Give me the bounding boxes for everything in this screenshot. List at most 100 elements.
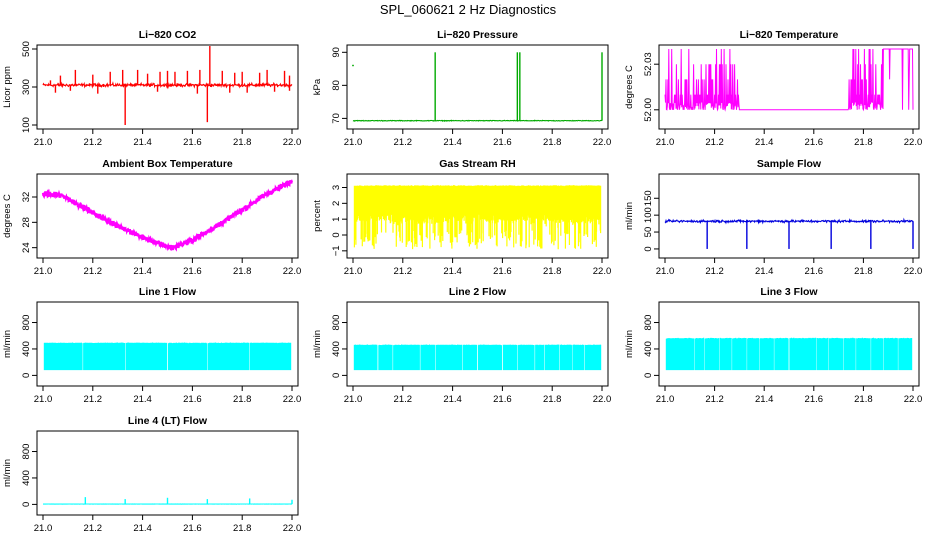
x-tick-label: 21.8 — [233, 137, 252, 148]
y-axis-label: ml/min — [624, 330, 635, 358]
chart-title: Gas Stream RH — [439, 158, 515, 170]
y-tick-label: 2 — [331, 201, 342, 206]
y-axis-label: Licor ppm — [2, 66, 13, 108]
x-tick-label: 21.2 — [84, 137, 103, 148]
y-tick-label: 0 — [21, 502, 32, 507]
x-tick-label: 21.8 — [233, 266, 252, 277]
chart-title: Ambient Box Temperature — [102, 158, 233, 170]
chart-title: Line 2 Flow — [449, 286, 507, 298]
x-tick-label: 21.8 — [854, 394, 873, 405]
plot-frame — [36, 301, 299, 387]
x-tick-label: 21.8 — [543, 394, 562, 405]
x-tick-label: 21.4 — [443, 266, 462, 277]
x-tick-label: 21.6 — [493, 394, 512, 405]
series-line — [664, 48, 914, 112]
chart-data-layer — [353, 344, 602, 371]
x-tick-label: 21.4 — [133, 137, 152, 148]
chart-data-layer — [41, 179, 294, 252]
y-tick-label: 28 — [21, 217, 32, 228]
x-tick-label: 21.2 — [84, 394, 103, 405]
series-band — [353, 344, 602, 371]
x-tick-label: 21.6 — [493, 137, 512, 148]
plot-frame — [658, 301, 920, 387]
y-axis-label: kPa — [312, 78, 323, 95]
plot-frame — [658, 44, 920, 130]
chart-data-layer — [43, 497, 293, 505]
y-axis-label: percent — [312, 200, 323, 232]
y-tick-label: 3 — [331, 185, 342, 190]
chart-data-layer — [665, 337, 913, 371]
y-tick-label: 400 — [21, 470, 32, 486]
x-tick-label: 21.8 — [854, 137, 873, 148]
chart-title: Li−820 Pressure — [437, 29, 518, 41]
x-tick-label: 21.0 — [344, 394, 363, 405]
y-tick-label: 50 — [643, 227, 654, 238]
y-tick-label: 100 — [643, 207, 654, 223]
x-tick-label: 21.2 — [394, 394, 413, 405]
y-tick-label: 0 — [643, 373, 654, 378]
y-tick-label: 1 — [331, 217, 342, 222]
chart-data-layer — [42, 46, 293, 125]
y-tick-label: 100 — [21, 117, 32, 133]
x-tick-label: 21.2 — [705, 137, 724, 148]
x-tick-label: 21.0 — [656, 266, 675, 277]
x-tick-label: 21.0 — [34, 266, 53, 277]
plot-frame — [346, 301, 609, 387]
series-line — [42, 81, 293, 90]
series-band — [353, 185, 602, 250]
x-tick-label: 21.6 — [493, 266, 512, 277]
y-tick-label: 400 — [643, 341, 654, 357]
y-tick-label: 0 — [331, 232, 342, 237]
x-tick-label: 21.8 — [543, 137, 562, 148]
chart-data-layer — [353, 185, 602, 250]
x-tick-label: 22.0 — [904, 137, 923, 148]
x-tick-label: 21.2 — [394, 266, 413, 277]
x-tick-label: 22.0 — [283, 523, 302, 534]
y-tick-label: 800 — [331, 315, 342, 331]
x-tick-label: 22.0 — [904, 394, 923, 405]
chart-panel-1: Li−820 CO2 21.0 21.2 21.4 21.6 21.8 22.0 100 300… — [2, 29, 301, 148]
x-tick-label: 21.6 — [805, 266, 824, 277]
x-tick-label: 21.2 — [84, 523, 103, 534]
series-line — [352, 119, 603, 123]
chart-title: Line 4 (LT) Flow — [128, 415, 208, 427]
x-tick-label: 21.4 — [443, 394, 462, 405]
y-tick-label: 800 — [643, 315, 654, 331]
x-tick-label: 22.0 — [283, 266, 302, 277]
chart-panel-4: Ambient Box Temperature 21.0 21.2 21.4 21.6 2… — [2, 158, 301, 277]
y-tick-label: 800 — [21, 444, 32, 460]
x-tick-label: 21.2 — [84, 266, 103, 277]
x-tick-label: 21.6 — [183, 523, 202, 534]
y-tick-label: −1 — [331, 245, 342, 256]
y-axis-label: degrees C — [624, 65, 635, 109]
y-axis-label: degrees C — [2, 194, 13, 238]
outlier-point — [352, 64, 354, 67]
y-axis-label: ml/min — [2, 459, 13, 487]
x-tick-label: 21.4 — [755, 137, 774, 148]
x-tick-label: 21.8 — [854, 266, 873, 277]
x-tick-label: 21.4 — [133, 523, 152, 534]
x-tick-label: 21.6 — [183, 137, 202, 148]
chart-title: Line 3 Flow — [760, 286, 818, 298]
y-tick-label: 52.03 — [643, 52, 654, 76]
x-tick-label: 21.0 — [656, 394, 675, 405]
chart-title: Li−820 Temperature — [740, 29, 839, 41]
chart-panel-9: Line 3 Flow 21.0 21.2 21.4 21.6 21.8 22.0 0 400 8… — [624, 286, 922, 405]
x-tick-label: 21.2 — [394, 137, 413, 148]
y-tick-label: 500 — [21, 41, 32, 57]
x-tick-label: 21.6 — [183, 394, 202, 405]
x-tick-label: 22.0 — [593, 394, 612, 405]
x-tick-label: 22.0 — [904, 266, 923, 277]
chart-panel-3: Li−820 Temperature 21.0 21.2 21.4 21.6 21.8 22… — [624, 29, 922, 148]
chart-title: Line 1 Flow — [139, 286, 197, 298]
chart-panel-8: Line 2 Flow 21.0 21.2 21.4 21.6 21.8 22.0 0 400 8… — [312, 286, 611, 405]
x-tick-label: 21.8 — [233, 523, 252, 534]
y-tick-label: 70 — [331, 113, 342, 124]
series-band — [43, 342, 292, 371]
chart-panel-5: Gas Stream RH 21.0 21.2 21.4 21.6 21.8 22.0 −1 0… — [312, 158, 611, 277]
x-tick-label: 21.6 — [183, 266, 202, 277]
x-tick-label: 22.0 — [593, 137, 612, 148]
y-tick-label: 0 — [643, 246, 654, 251]
